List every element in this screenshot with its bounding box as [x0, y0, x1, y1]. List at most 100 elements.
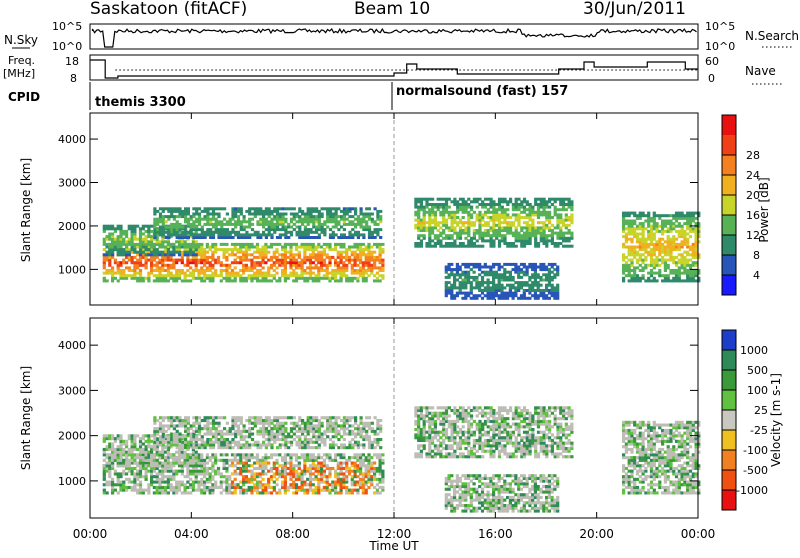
power-cell [374, 231, 377, 234]
power-cell [503, 200, 506, 203]
power-cell [695, 251, 698, 254]
velocity-cell [223, 453, 226, 456]
velocity-cell [362, 486, 365, 489]
power-cell [351, 220, 354, 223]
power-cell [197, 243, 200, 246]
power-cell [658, 274, 661, 277]
velocity-cell [103, 434, 106, 437]
power-cell [464, 292, 467, 295]
velocity-cell [354, 453, 357, 456]
power-cell [170, 277, 173, 280]
power-cell [301, 233, 304, 236]
power-cell [554, 232, 557, 235]
power-cell [331, 277, 334, 280]
velocity-cell [139, 437, 142, 440]
power-cell [265, 236, 268, 239]
power-cell [655, 264, 658, 267]
power-cell [139, 264, 142, 267]
power-cell [251, 233, 254, 236]
power-cell [545, 279, 548, 282]
power-cell [506, 292, 509, 295]
velocity-cell [181, 467, 184, 470]
power-cell [481, 203, 484, 206]
velocity-cell [259, 486, 262, 489]
power-cell [139, 230, 142, 233]
power-cell [437, 229, 440, 232]
velocity-cell [342, 467, 345, 470]
power-cell [373, 266, 376, 269]
power-cell [165, 231, 168, 234]
velocity-cell [114, 448, 117, 451]
power-cell [236, 274, 239, 277]
power-cell [320, 261, 323, 264]
power-cell [243, 220, 246, 223]
power-cell [428, 239, 431, 242]
power-cell [517, 286, 520, 289]
velocity-cell [178, 486, 181, 489]
power-cell [551, 279, 554, 282]
power-cell [667, 235, 670, 238]
power-cell [639, 264, 642, 267]
power-cell [234, 266, 237, 269]
power-cell [133, 269, 136, 272]
velocity-cell [239, 486, 242, 489]
power-cell [117, 235, 120, 238]
power-cell [198, 236, 201, 239]
power-cell [276, 228, 279, 231]
power-cell [481, 292, 484, 295]
velocity-cell [362, 459, 365, 462]
velocity-cell [376, 489, 379, 492]
power-cell [245, 236, 248, 239]
power-cell [103, 225, 106, 228]
power-cell [503, 286, 506, 289]
power-cell [309, 218, 312, 221]
power-cell [195, 218, 198, 221]
velocity-cell [367, 486, 370, 489]
velocity-cell [281, 481, 284, 484]
power-cell [287, 231, 290, 234]
power-cell [181, 233, 184, 236]
power-cell [175, 240, 178, 243]
power-cell [539, 289, 542, 292]
velocity-cell [147, 443, 150, 446]
power-cell [686, 277, 689, 280]
velocity-cell [273, 486, 276, 489]
power-cell [428, 211, 431, 214]
velocity-cell [328, 483, 331, 486]
power-cell [445, 286, 448, 289]
power-cell [498, 263, 501, 266]
velocity-cell [195, 462, 198, 465]
power-cell [145, 230, 148, 233]
velocity-cell [250, 470, 253, 473]
power-cell [365, 223, 368, 226]
power-cell [450, 294, 453, 297]
power-cell [248, 210, 251, 213]
power-cell [256, 274, 259, 277]
power-cell [658, 253, 661, 256]
power-cell [172, 243, 175, 246]
power-cell [445, 226, 448, 229]
power-cell [131, 227, 134, 230]
power-cell [428, 203, 431, 206]
power-cell [542, 268, 545, 271]
power-cell [487, 216, 490, 219]
power-cell [318, 226, 321, 229]
power-cell [683, 256, 686, 259]
power-cell [453, 286, 456, 289]
power-cell [282, 223, 285, 226]
power-cell [298, 210, 301, 213]
velocity-cell [256, 467, 259, 470]
power-cell [220, 243, 223, 246]
power-cell [282, 213, 285, 216]
power-cell [217, 228, 220, 231]
power-cell [262, 279, 265, 282]
velocity-cell [287, 486, 290, 489]
power-cell [639, 243, 642, 246]
power-cell [517, 239, 520, 242]
power-cell [425, 198, 428, 201]
power-cell [442, 208, 445, 211]
power-cell [309, 215, 312, 218]
power-cell [268, 213, 271, 216]
velocity-cell [122, 464, 125, 467]
velocity-cell [200, 489, 203, 492]
